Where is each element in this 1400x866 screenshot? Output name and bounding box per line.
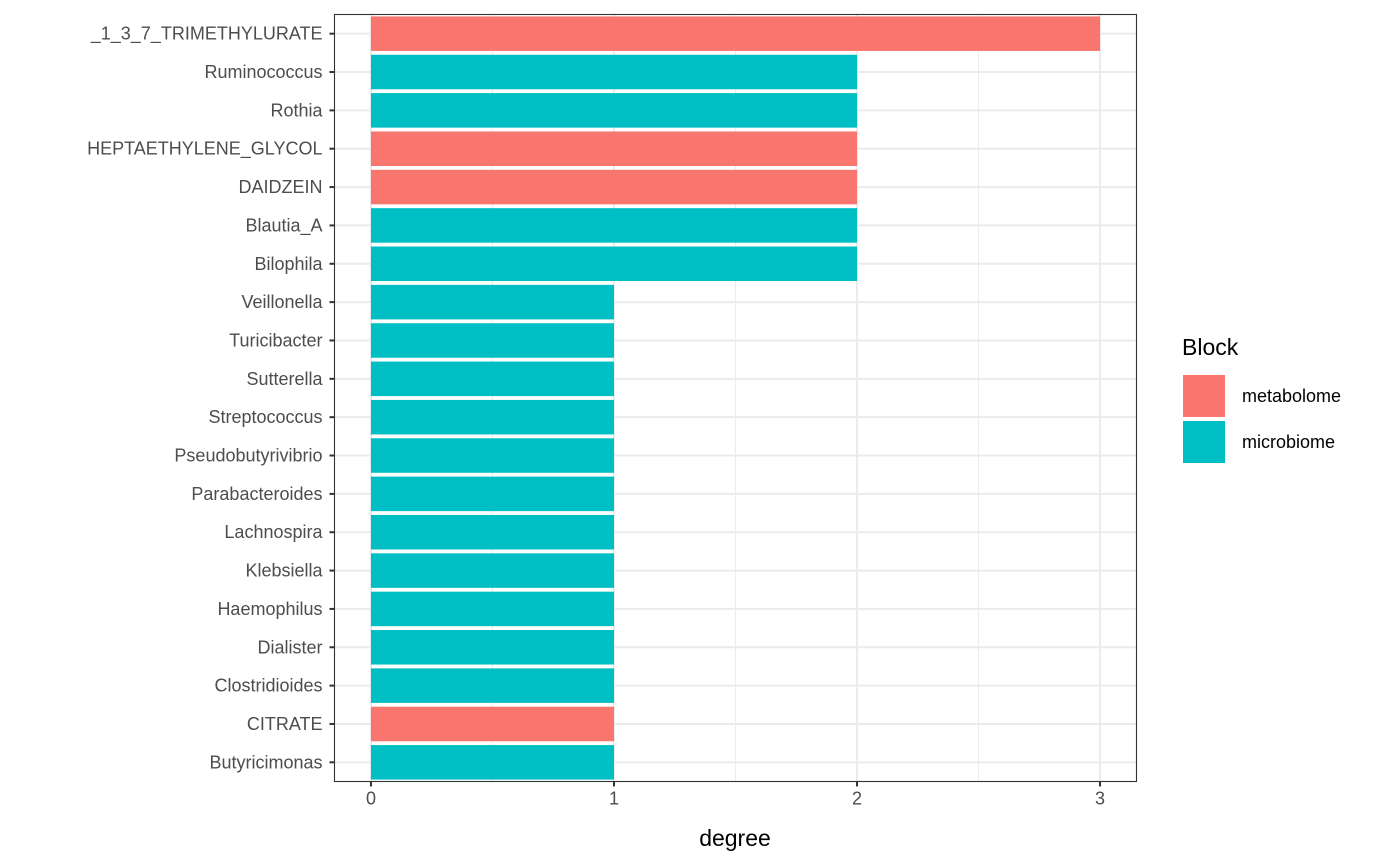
bar-Streptococcus [370,399,614,435]
legend-title: Block [1182,334,1239,360]
bar-Blautia_A [370,208,858,243]
grid [334,14,1137,782]
panel-border [333,13,1138,783]
bar-Rothia [370,93,858,128]
bar-Bilophila [370,246,858,282]
y-tick-label: Pseudobutyrivibrio [174,446,322,466]
y-tick-label: Blautia_A [245,215,322,236]
bar-DAIDZEIN [370,169,858,205]
bar-Clostridioides [370,668,614,703]
bar-Dialister [370,630,614,665]
bar-HEPTAETHYLENE_GLYCOL [370,131,858,166]
y-tick-label: Butyricimonas [209,752,322,772]
bar-Butyricimonas [370,745,614,780]
legend-label-microbiome: microbiome [1242,432,1335,452]
y-tick-label: Klebsiella [245,561,323,581]
y-axis: _1_3_7_TRIMETHYLURATE Ruminococcus Rothia H… [87,24,335,772]
x-tick-label: 2 [852,789,862,809]
bar-Sutterella [370,361,614,397]
y-tick-label: Rothia [270,100,323,120]
y-tick-label: Haemophilus [217,599,322,619]
y-tick-label: Clostridioides [214,676,322,696]
x-axis: 0 1 2 3 [366,781,1105,809]
y-tick-label: Lachnospira [224,522,323,542]
bar-Pseudobutyrivibrio [370,438,614,473]
y-tick-label: Bilophila [254,254,323,274]
bar-Parabacteroides [370,476,614,512]
y-tick-label: HEPTAETHYLENE_GLYCOL [87,139,322,160]
bar-Haemophilus [370,591,614,627]
bar-Veillonella [370,284,614,320]
bars [370,16,1101,780]
legend-key-metabolome [1183,375,1225,417]
y-tick-label: Dialister [257,637,322,657]
legend: Block metabolome microbiome [1182,334,1341,463]
x-axis-title: degree [699,825,771,851]
legend-key-microbiome [1183,421,1225,463]
y-tick-label: Sutterella [246,369,323,389]
x-tick-label: 3 [1095,789,1105,809]
y-tick-label: Turicibacter [229,330,322,350]
bar-_1_3_7_TRIMETHYLURATE [370,16,1101,51]
x-tick-label: 0 [366,789,376,809]
bar-Turicibacter [370,323,614,358]
y-tick-label: DAIDZEIN [238,177,322,197]
y-tick-label: Parabacteroides [191,484,322,504]
bar-CITRATE [370,706,614,742]
bar-Lachnospira [370,514,614,550]
y-tick-label: CITRATE [247,714,323,734]
legend-label-metabolome: metabolome [1242,386,1341,406]
y-tick-label: Veillonella [241,292,323,312]
y-tick-label: _1_3_7_TRIMETHYLURATE [90,24,323,45]
y-tick-label: Streptococcus [208,407,322,427]
bar-Ruminococcus [370,54,858,90]
bar-Klebsiella [370,553,614,588]
x-tick-label: 1 [609,789,619,809]
y-tick-label: Ruminococcus [204,62,322,82]
